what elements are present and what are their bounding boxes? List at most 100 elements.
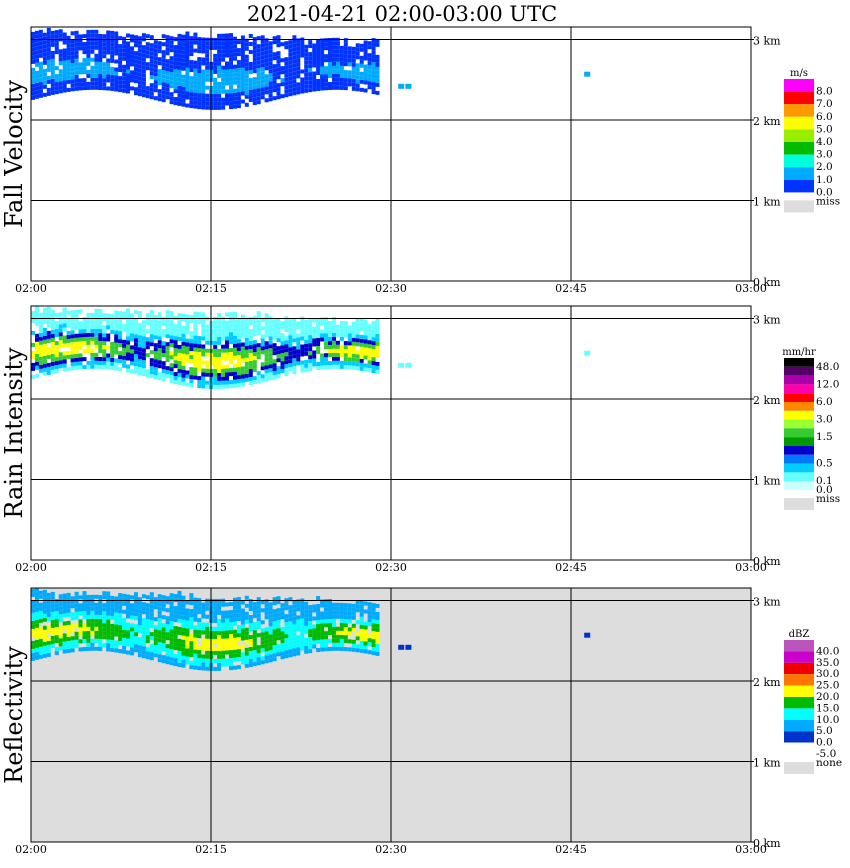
echo-cell	[141, 634, 146, 639]
echo-cell	[173, 654, 178, 659]
echo-cell	[185, 71, 190, 76]
echo-cell	[145, 329, 150, 334]
echo-cell	[225, 61, 229, 66]
echo-cell	[213, 340, 218, 345]
echo-cell	[217, 642, 222, 647]
echo-cell	[74, 591, 79, 596]
echo-cell	[31, 43, 35, 48]
echo-cell	[332, 45, 336, 50]
echo-cell	[328, 66, 332, 70]
echo-cell	[371, 42, 376, 47]
echo-cell	[169, 601, 174, 606]
echo-cell	[375, 365, 380, 370]
echo-cell	[359, 338, 364, 343]
echo-cell	[244, 102, 249, 107]
echo-cell	[169, 323, 174, 328]
echo-cell	[240, 358, 245, 363]
echo-cell	[122, 609, 127, 614]
echo-cell	[296, 42, 301, 47]
echo-cell	[185, 636, 190, 641]
echo-cell	[102, 619, 107, 624]
legend-miss-swatch	[784, 200, 814, 213]
echo-cell	[288, 641, 293, 646]
echo-cell	[233, 48, 237, 53]
echo-cell	[181, 90, 186, 95]
echo-cell	[94, 57, 99, 62]
echo-cell	[66, 644, 71, 649]
echo-cell	[355, 47, 360, 52]
echo-cell	[126, 77, 130, 82]
echo-cell	[217, 33, 222, 38]
echo-cell	[260, 632, 265, 637]
echo-cell	[58, 356, 63, 361]
echo-cell	[351, 86, 356, 91]
echo-cell	[280, 337, 285, 342]
echo-cell	[78, 611, 83, 616]
echo-cell	[134, 334, 138, 339]
echo-cell	[90, 348, 95, 353]
echo-cell	[320, 74, 325, 79]
echo-cell	[122, 36, 127, 41]
echo-cell	[359, 71, 364, 76]
echo-cell	[82, 623, 87, 628]
echo-cell	[193, 343, 198, 348]
echo-cell	[375, 62, 380, 67]
echo-cell	[236, 40, 241, 45]
echo-cell	[296, 635, 301, 640]
echo-cell	[173, 85, 178, 90]
echo-cell	[308, 319, 313, 324]
echo-cell	[332, 360, 336, 365]
echo-cell	[165, 656, 170, 661]
echo-cell	[31, 350, 35, 355]
echo-cell	[173, 376, 178, 381]
echo-cell	[248, 337, 253, 341]
echo-cell	[161, 333, 166, 338]
echo-cell	[169, 625, 174, 630]
echo-cell	[165, 632, 170, 637]
echo-cell	[110, 341, 115, 346]
echo-cell	[197, 344, 202, 349]
echo-cell	[141, 626, 146, 631]
echo-cell	[197, 658, 202, 663]
echo-cell	[114, 604, 119, 609]
echo-cell	[181, 333, 186, 338]
echo-cell	[70, 600, 75, 605]
echo-cell	[50, 82, 55, 87]
echo-cell	[193, 48, 198, 53]
echo-cell	[35, 349, 39, 354]
echo-cell	[304, 359, 309, 364]
echo-cell	[339, 324, 344, 329]
echo-cell	[320, 321, 325, 326]
echo-cell	[347, 631, 352, 636]
echo-cell	[347, 70, 352, 75]
echo-cell	[197, 93, 202, 98]
echo-cell	[62, 605, 67, 610]
echo-cell	[292, 47, 297, 52]
echo-cell	[114, 87, 119, 92]
echo-cell	[70, 318, 75, 323]
echo-cell	[78, 353, 83, 358]
echo-cell	[276, 600, 281, 605]
echo-cell	[35, 70, 39, 75]
echo-cell	[328, 54, 332, 58]
echo-cell	[197, 376, 202, 381]
echo-cell	[122, 311, 127, 316]
echo-cell	[252, 49, 257, 54]
echo-cell	[375, 317, 380, 322]
echo-cell	[252, 654, 257, 659]
echo-cell	[296, 341, 301, 346]
echo-cell	[50, 627, 55, 632]
echo-cell	[343, 623, 348, 628]
echo-cell	[50, 365, 55, 370]
echo-cell	[35, 34, 39, 39]
echo-cell	[70, 648, 75, 653]
echo-cell	[50, 341, 55, 346]
echo-cell	[38, 332, 43, 337]
echo-cell	[252, 61, 257, 66]
echo-cell	[90, 622, 95, 627]
echo-cell	[50, 38, 55, 43]
echo-cell	[343, 46, 348, 51]
echo-cell	[347, 46, 352, 51]
echo-cell	[189, 633, 194, 638]
